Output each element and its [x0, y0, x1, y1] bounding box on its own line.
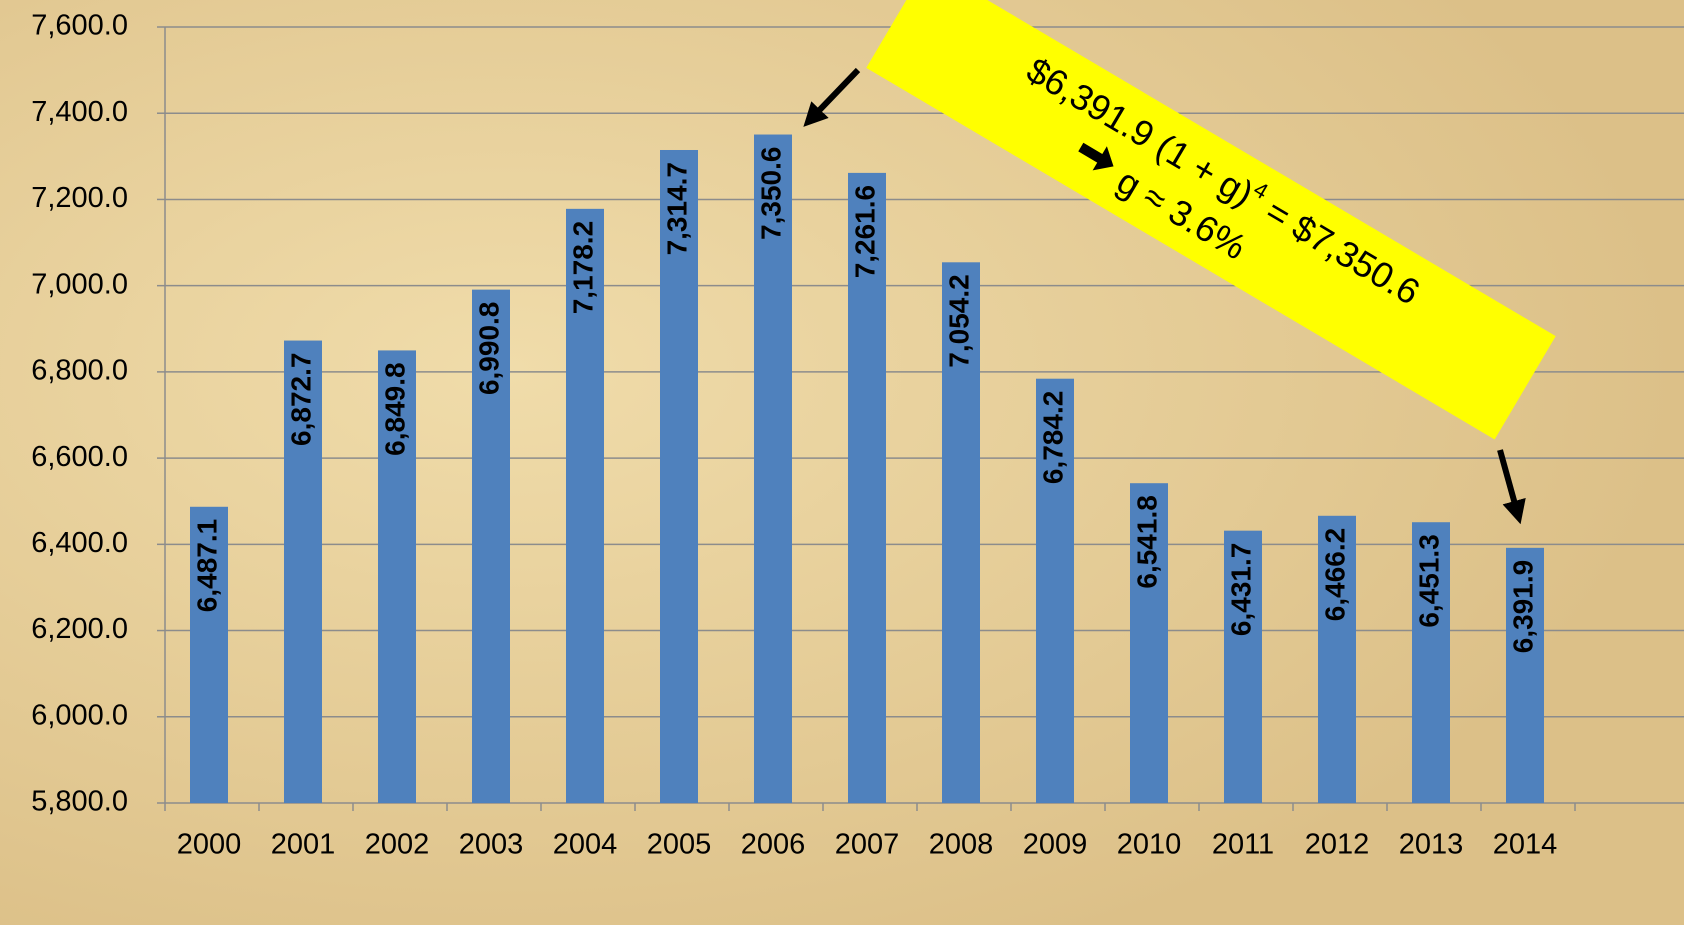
bar	[190, 506, 228, 803]
x-tick-label: 2005	[647, 829, 712, 861]
x-tick-label: 2013	[1399, 829, 1464, 861]
bar	[284, 340, 322, 803]
value-label: 7,178.2	[567, 221, 598, 314]
value-label: 6,784.2	[1037, 391, 1068, 484]
y-tick-label: 7,000.0	[31, 268, 128, 300]
x-tick-label: 2011	[1212, 829, 1274, 861]
y-tick-label: 5,800.0	[31, 786, 128, 818]
x-tick-label: 2002	[365, 829, 430, 861]
x-tick-label: 2006	[741, 829, 806, 861]
value-label: 6,391.9	[1507, 560, 1538, 653]
y-tick-label: 7,200.0	[31, 182, 128, 214]
value-label: 6,431.7	[1225, 543, 1256, 636]
bar	[848, 172, 886, 803]
annotation-arrow	[1078, 142, 1114, 171]
value-label: 7,350.6	[755, 147, 786, 240]
value-label: 6,872.7	[285, 353, 316, 446]
x-tick-label: 2004	[553, 829, 618, 861]
value-label: 7,314.7	[661, 162, 692, 255]
value-label: 6,541.8	[1131, 495, 1162, 588]
y-tick-label: 6,600.0	[31, 441, 128, 473]
bar	[472, 289, 510, 803]
bar	[1224, 530, 1262, 803]
y-tick-label: 6,800.0	[31, 355, 128, 387]
bar	[566, 208, 604, 804]
x-tick-label: 2003	[459, 829, 524, 861]
annotation-box	[866, 0, 1556, 440]
value-label: 6,487.1	[191, 519, 222, 612]
bar	[1412, 522, 1450, 803]
pointer-arrow	[1497, 449, 1526, 525]
bar	[1130, 483, 1168, 803]
value-label: 7,261.6	[849, 185, 880, 278]
x-tick-label: 2001	[271, 829, 336, 861]
value-label: 7,054.2	[943, 274, 974, 367]
x-tick-label: 2010	[1117, 829, 1182, 861]
y-tick-label: 7,400.0	[31, 96, 128, 128]
bar	[378, 350, 416, 803]
y-tick-label: 6,400.0	[31, 527, 128, 559]
x-tick-label: 2014	[1493, 829, 1558, 861]
pointer-arrow	[803, 67, 861, 127]
plot: 5,800.0 6,000.0 6,200.0 6,400.0 6,600.0 6,800…	[31, 10, 1684, 861]
bar	[942, 262, 980, 804]
bar	[754, 134, 792, 803]
y-tick-label: 6,000.0	[31, 699, 128, 731]
bar	[660, 149, 698, 804]
value-label: 6,466.2	[1319, 528, 1350, 621]
x-tick-label: 2012	[1305, 829, 1370, 861]
x-tick-label: 2009	[1023, 829, 1088, 861]
y-tick-label: 7,600.0	[31, 10, 128, 42]
x-tick-label: 2000	[177, 829, 242, 861]
value-label: 6,451.3	[1413, 534, 1444, 627]
value-label: 6,990.8	[473, 302, 504, 395]
value-label: 6,849.8	[379, 362, 410, 455]
bar	[1036, 378, 1074, 803]
y-tick-label: 6,200.0	[31, 613, 128, 645]
x-tick-label: 2008	[929, 829, 994, 861]
x-tick-label: 2007	[835, 829, 900, 861]
bar	[1506, 547, 1544, 803]
bar	[1318, 515, 1356, 803]
